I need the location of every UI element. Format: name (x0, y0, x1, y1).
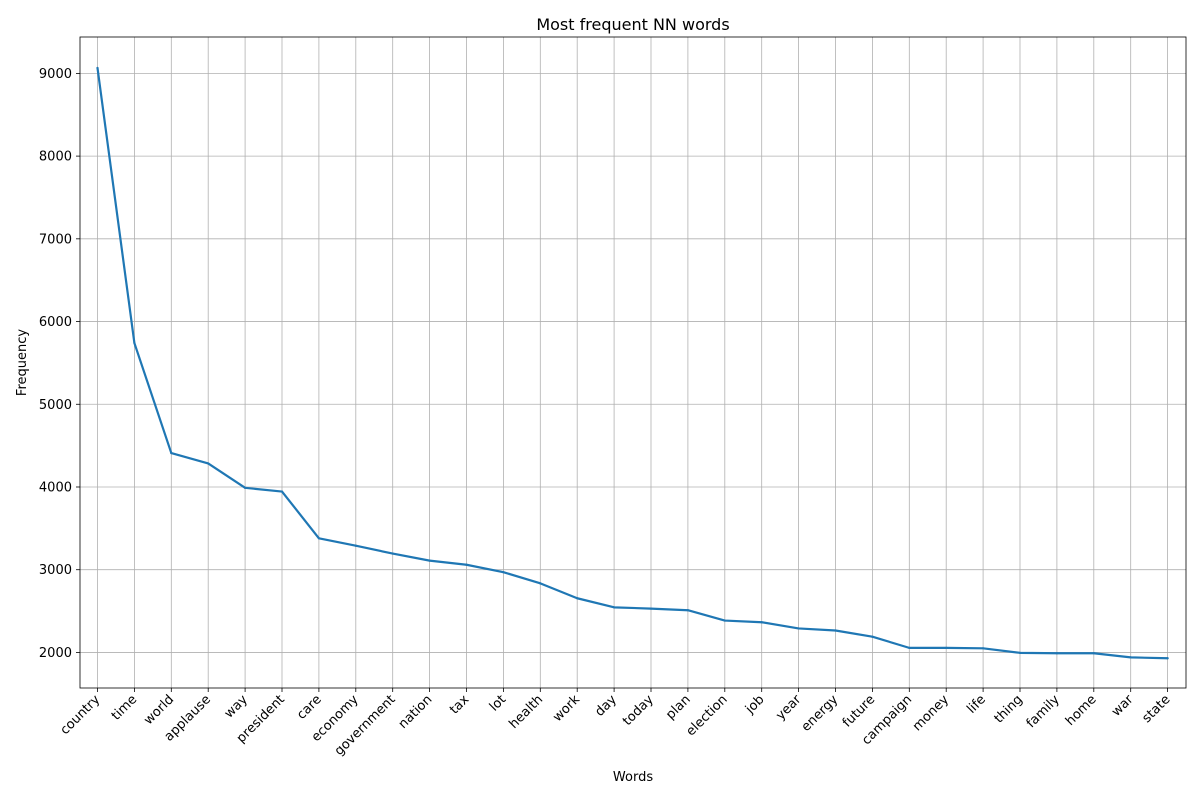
x-tick-label: day (592, 692, 620, 720)
data-point (613, 606, 616, 609)
x-tick-label: state (1140, 692, 1174, 726)
x-tick-label: lot (487, 692, 509, 714)
data-point (908, 646, 911, 649)
x-tick-label: thing (992, 692, 1026, 726)
series-line (96, 66, 1169, 660)
x-tick-label: home (1063, 692, 1100, 729)
y-axis-ticks: 2000 3000 4000 5000 6000 7000 8000 9000 (39, 67, 80, 661)
x-tick-label: nation (396, 692, 436, 732)
y-tick-label: 6000 (39, 315, 72, 330)
data-point (207, 462, 210, 465)
x-tick-label: money (910, 692, 952, 734)
data-point (354, 544, 357, 547)
data-point (686, 609, 690, 612)
x-tick-label: tax (447, 692, 473, 718)
x-tick-label: health (506, 692, 546, 732)
data-point (317, 537, 320, 540)
data-point (465, 563, 468, 566)
data-point (244, 486, 247, 489)
data-point (834, 629, 837, 632)
chart-title: Most frequent NN words (536, 15, 729, 34)
y-tick-label: 7000 (39, 232, 72, 247)
data-point (502, 571, 505, 574)
x-tick-label: care (294, 692, 325, 723)
y-axis-label: Frequency (15, 329, 30, 396)
data-point (797, 627, 800, 630)
data-point (1166, 657, 1169, 660)
x-tick-label: time (109, 692, 140, 723)
y-tick-label: 2000 (39, 646, 72, 661)
x-tick-label: election (683, 692, 730, 739)
data-point (1055, 652, 1058, 655)
x-tick-label: job (742, 692, 767, 717)
data-point (170, 451, 173, 455)
data-point (723, 619, 726, 622)
x-tick-label: work (550, 692, 583, 725)
x-tick-label: plan (663, 692, 693, 722)
y-tick-label: 8000 (39, 150, 72, 165)
x-tick-label: life (964, 692, 989, 717)
data-point (391, 552, 394, 555)
y-tick-label: 3000 (39, 563, 72, 578)
data-point (1092, 652, 1095, 655)
data-point (428, 559, 431, 562)
x-axis-label: Words (613, 770, 653, 785)
series-layer (96, 66, 1169, 660)
data-point (1018, 651, 1022, 654)
y-tick-label: 5000 (39, 398, 72, 413)
data-point (760, 621, 763, 624)
grid (80, 37, 1186, 688)
axes-frame (79, 36, 1187, 689)
data-point (576, 597, 579, 600)
x-tick-label: today (620, 692, 657, 729)
data-point (649, 607, 653, 610)
data-point (280, 490, 284, 493)
data-point (871, 635, 874, 638)
data-point (945, 646, 948, 649)
x-tick-label: war (1109, 692, 1137, 720)
x-tick-label: country (58, 692, 104, 738)
data-point (539, 582, 542, 585)
y-tick-label: 9000 (39, 67, 72, 82)
x-tick-label: family (1024, 692, 1063, 731)
x-tick-label: year (773, 692, 805, 724)
y-tick-label: 4000 (39, 480, 72, 495)
data-point (982, 647, 985, 650)
data-point (96, 66, 99, 70)
data-point (133, 341, 136, 345)
x-tick-label: way (222, 692, 251, 721)
data-point (1129, 656, 1132, 659)
x-tick-label: energy (799, 692, 842, 735)
